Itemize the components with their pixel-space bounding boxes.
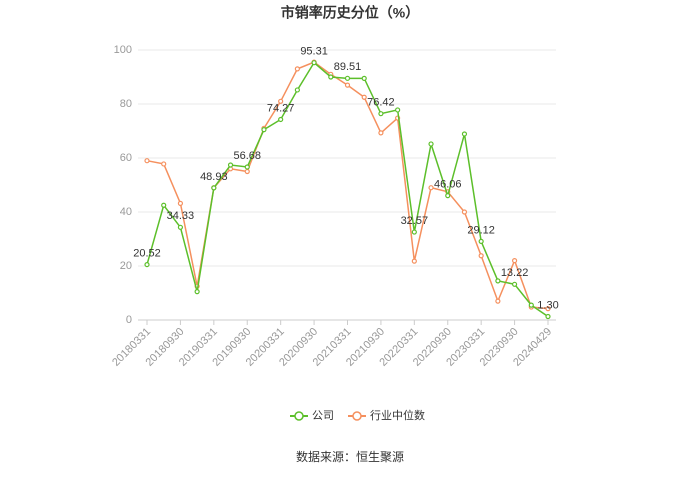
point bbox=[511, 281, 518, 287]
point bbox=[278, 98, 284, 104]
point bbox=[361, 94, 367, 100]
legend-marker bbox=[352, 411, 362, 421]
y-tick-label: 40 bbox=[120, 206, 132, 218]
legend-label: 公司 bbox=[312, 410, 334, 422]
data-label: 76.42 bbox=[367, 97, 395, 109]
y-tick-label: 0 bbox=[126, 314, 132, 326]
point bbox=[545, 306, 551, 312]
y-tick-label: 60 bbox=[120, 152, 132, 164]
y-tick-label: 20 bbox=[120, 260, 132, 272]
point bbox=[511, 258, 518, 264]
point bbox=[211, 185, 217, 191]
point bbox=[545, 313, 551, 320]
point bbox=[428, 141, 434, 147]
point bbox=[395, 107, 401, 113]
data-label: 29.12 bbox=[467, 224, 495, 236]
legend-marker bbox=[294, 411, 304, 421]
point bbox=[344, 75, 351, 81]
data-label: 56.68 bbox=[233, 150, 261, 162]
data-label: 74.27 bbox=[267, 102, 295, 114]
y-tick-label: 80 bbox=[120, 98, 132, 110]
point bbox=[177, 224, 184, 230]
point bbox=[244, 164, 250, 170]
point bbox=[161, 161, 167, 167]
y-tick-label: 100 bbox=[114, 44, 132, 56]
point bbox=[261, 127, 267, 133]
point bbox=[428, 185, 434, 191]
point bbox=[495, 278, 501, 284]
data-label: 1.30 bbox=[537, 299, 558, 311]
point bbox=[278, 116, 284, 123]
point bbox=[461, 131, 468, 137]
point bbox=[478, 238, 484, 244]
source: 数据来源：恒生聚源 bbox=[296, 449, 404, 464]
point bbox=[378, 111, 384, 117]
point bbox=[161, 202, 167, 208]
legend-label: 行业中位数 bbox=[370, 408, 425, 422]
chart-title: 市销率历史分位（%） bbox=[281, 5, 419, 21]
point bbox=[445, 193, 451, 199]
data-label: 20.52 bbox=[133, 248, 161, 260]
point bbox=[244, 168, 250, 175]
data-label: 32.57 bbox=[401, 215, 429, 227]
data-label: 46.06 bbox=[434, 179, 462, 191]
point bbox=[461, 209, 468, 215]
point bbox=[294, 87, 300, 93]
point bbox=[194, 289, 200, 295]
data-label: 89.51 bbox=[334, 61, 362, 73]
series-line bbox=[146, 61, 549, 310]
point bbox=[361, 75, 367, 81]
point bbox=[227, 162, 234, 168]
series-line bbox=[146, 61, 549, 318]
data-label: 13.22 bbox=[501, 267, 529, 279]
point bbox=[144, 261, 150, 268]
point bbox=[495, 298, 501, 304]
point bbox=[478, 253, 484, 259]
data-label: 48.93 bbox=[200, 171, 228, 183]
point bbox=[378, 130, 384, 136]
point bbox=[311, 60, 317, 66]
point bbox=[328, 74, 334, 80]
point bbox=[177, 200, 184, 206]
point bbox=[528, 302, 534, 308]
point bbox=[294, 66, 300, 72]
point bbox=[411, 229, 417, 235]
point bbox=[344, 82, 351, 88]
data-label: 95.31 bbox=[300, 46, 328, 58]
point bbox=[411, 258, 417, 264]
data-label: 34.33 bbox=[167, 210, 195, 222]
point bbox=[144, 158, 150, 164]
